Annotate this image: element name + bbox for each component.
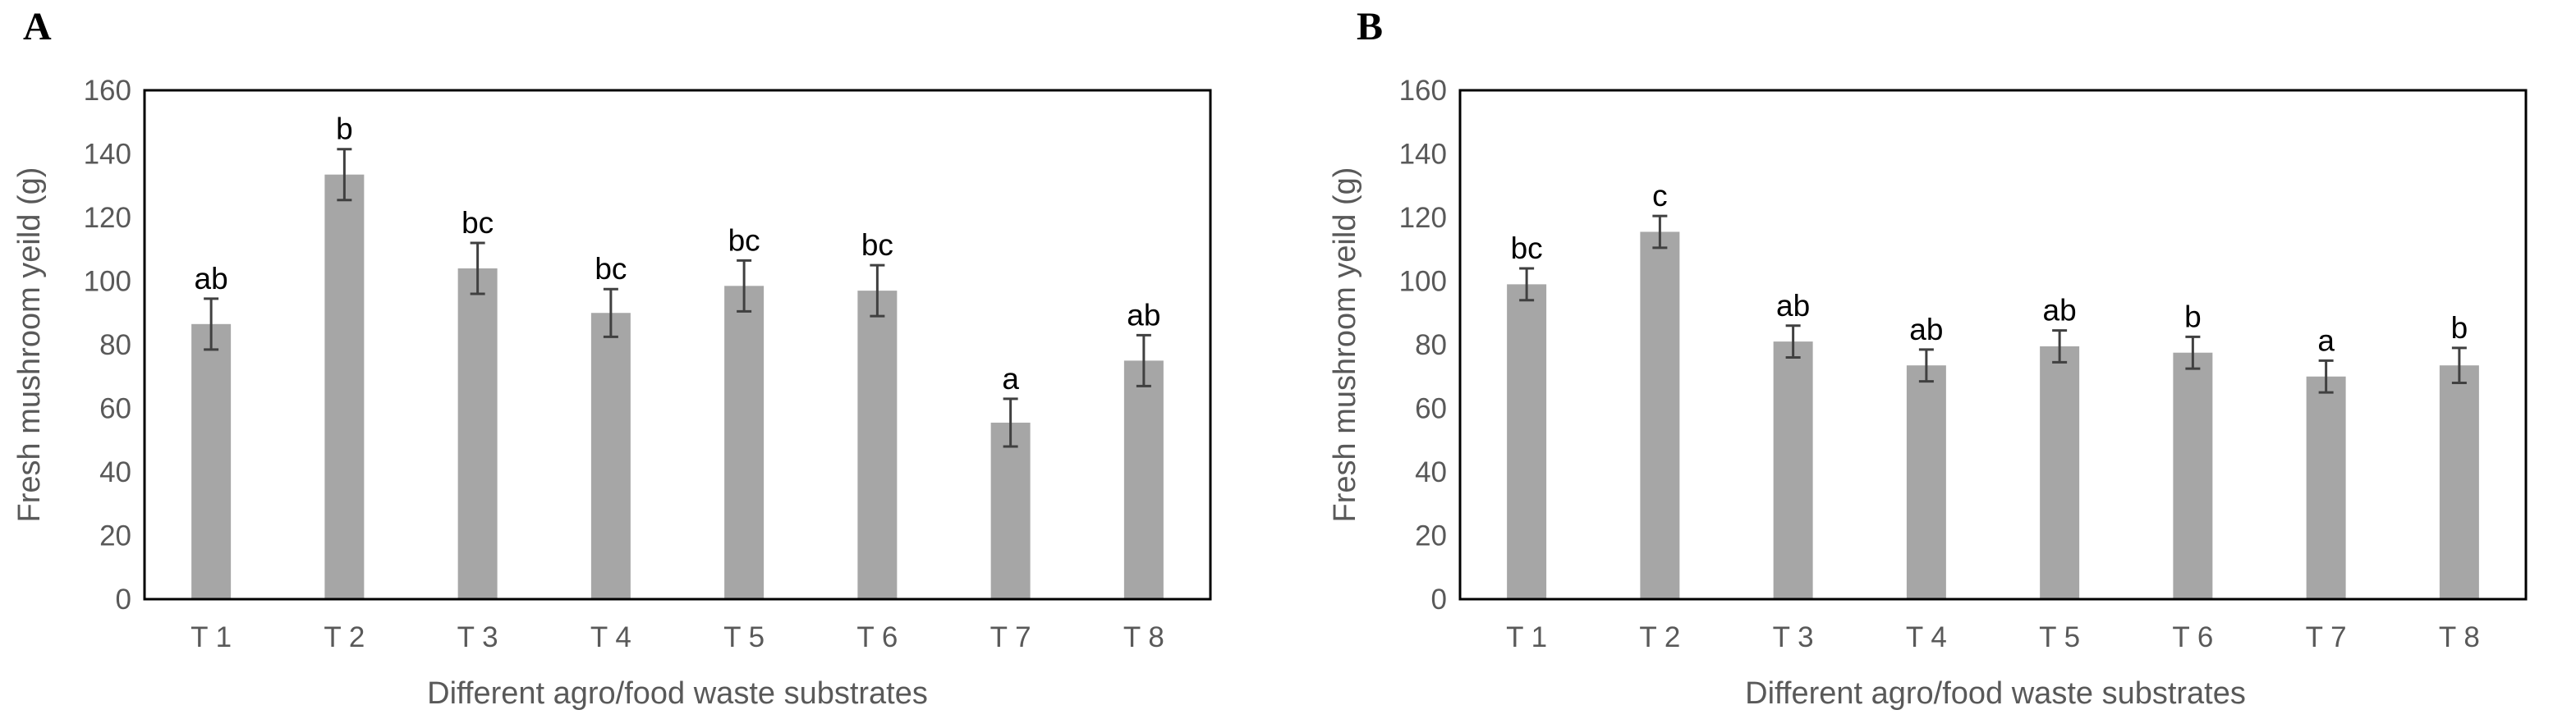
y-tick-label: 20 — [99, 520, 131, 552]
significance-label: bc — [1511, 231, 1543, 265]
panel-a: A 0 20 40 60 80 100 120 140 160 ab b bc bc bc bc a ab T… — [12, 5, 1212, 711]
y-tick-label: 80 — [99, 329, 131, 361]
significance-label: ab — [1776, 289, 1810, 323]
significance-label: b — [2184, 300, 2202, 333]
y-tick-label: 20 — [1415, 520, 1447, 552]
significance-label: ab — [2043, 294, 2077, 327]
bar — [1906, 365, 1946, 599]
x-tick-label: T 8 — [1123, 621, 1164, 653]
bar — [990, 422, 1031, 599]
x-tick-label: T 7 — [990, 621, 1031, 653]
y-axis-title: Fresh mushroom yeild (g) — [12, 167, 47, 523]
x-axis-ticks: T 1 T 2 T 3 T 4 T 5 T 6 T 7 T 8 — [191, 621, 1164, 653]
significance-label: bc — [861, 228, 893, 262]
bar — [324, 174, 365, 599]
y-tick-label: 140 — [1399, 139, 1447, 171]
y-tick-label: 40 — [99, 456, 131, 488]
y-axis-title: Fresh mushroom yeild (g) — [1328, 167, 1362, 523]
significance-label: c — [1652, 179, 1668, 213]
y-tick-label: 140 — [84, 139, 131, 171]
y-tick-label: 60 — [1415, 393, 1447, 425]
bar — [2439, 365, 2479, 599]
bar — [857, 291, 898, 599]
y-axis-ticks: 0 20 40 60 80 100 120 140 160 — [1399, 75, 1447, 616]
y-axis-ticks: 0 20 40 60 80 100 120 140 160 — [84, 75, 131, 616]
bar — [724, 286, 765, 599]
plot-frame — [143, 89, 1212, 601]
x-tick-label: T 3 — [457, 621, 498, 653]
bar — [2306, 376, 2346, 599]
x-axis-ticks: T 1 T 2 T 3 T 4 T 5 T 6 T 7 T 8 — [1506, 621, 2480, 653]
y-tick-label: 0 — [1431, 584, 1447, 616]
significance-label: bc — [461, 206, 494, 240]
y-tick-label: 60 — [99, 393, 131, 425]
x-tick-label: T 6 — [2172, 621, 2213, 653]
x-tick-label: T 5 — [723, 621, 765, 653]
x-tick-label: T 8 — [2439, 621, 2480, 653]
y-tick-label: 120 — [1399, 202, 1447, 234]
x-tick-label: T 1 — [1506, 621, 1547, 653]
x-axis-title: Different agro/food waste substrates — [427, 676, 928, 711]
y-tick-label: 80 — [1415, 329, 1447, 361]
x-tick-label: T 5 — [2039, 621, 2080, 653]
bar — [1773, 341, 1813, 599]
significance-label: b — [336, 112, 353, 146]
y-tick-label: 120 — [84, 202, 131, 234]
significance-label: ab — [1127, 298, 1160, 332]
x-tick-label: T 2 — [324, 621, 365, 653]
bar — [191, 323, 232, 599]
plot-frame — [1458, 89, 2528, 601]
panel-letter: B — [1357, 5, 1383, 48]
y-tick-label: 100 — [84, 266, 131, 298]
x-tick-label: T 3 — [1773, 621, 1814, 653]
y-tick-label: 0 — [116, 584, 131, 616]
bar — [1123, 360, 1164, 599]
y-tick-label: 160 — [84, 75, 131, 107]
bars: ab b bc bc bc bc a ab — [191, 112, 1164, 599]
y-tick-label: 160 — [1399, 75, 1447, 107]
significance-label: b — [2451, 311, 2468, 345]
x-tick-label: T 2 — [1639, 621, 1680, 653]
significance-label: bc — [728, 223, 760, 257]
x-tick-label: T 4 — [1906, 621, 1947, 653]
significance-label: bc — [595, 252, 627, 286]
x-tick-label: T 4 — [590, 621, 631, 653]
x-axis-title: Different agro/food waste substrates — [1745, 676, 2246, 711]
significance-label: ab — [195, 262, 228, 295]
significance-label: a — [2317, 323, 2335, 357]
significance-label: ab — [1909, 313, 1943, 346]
x-tick-label: T 7 — [2306, 621, 2347, 653]
bar — [2173, 352, 2213, 599]
bar — [590, 313, 631, 599]
panel-letter: A — [23, 5, 52, 48]
x-tick-label: T 1 — [191, 621, 232, 653]
bar — [1507, 284, 1547, 599]
y-tick-label: 40 — [1415, 456, 1447, 488]
bar — [457, 268, 498, 599]
significance-label: a — [1002, 362, 1019, 396]
bar — [2040, 346, 2080, 599]
y-tick-label: 100 — [1399, 266, 1447, 298]
bar — [1640, 231, 1680, 599]
x-tick-label: T 6 — [856, 621, 898, 653]
